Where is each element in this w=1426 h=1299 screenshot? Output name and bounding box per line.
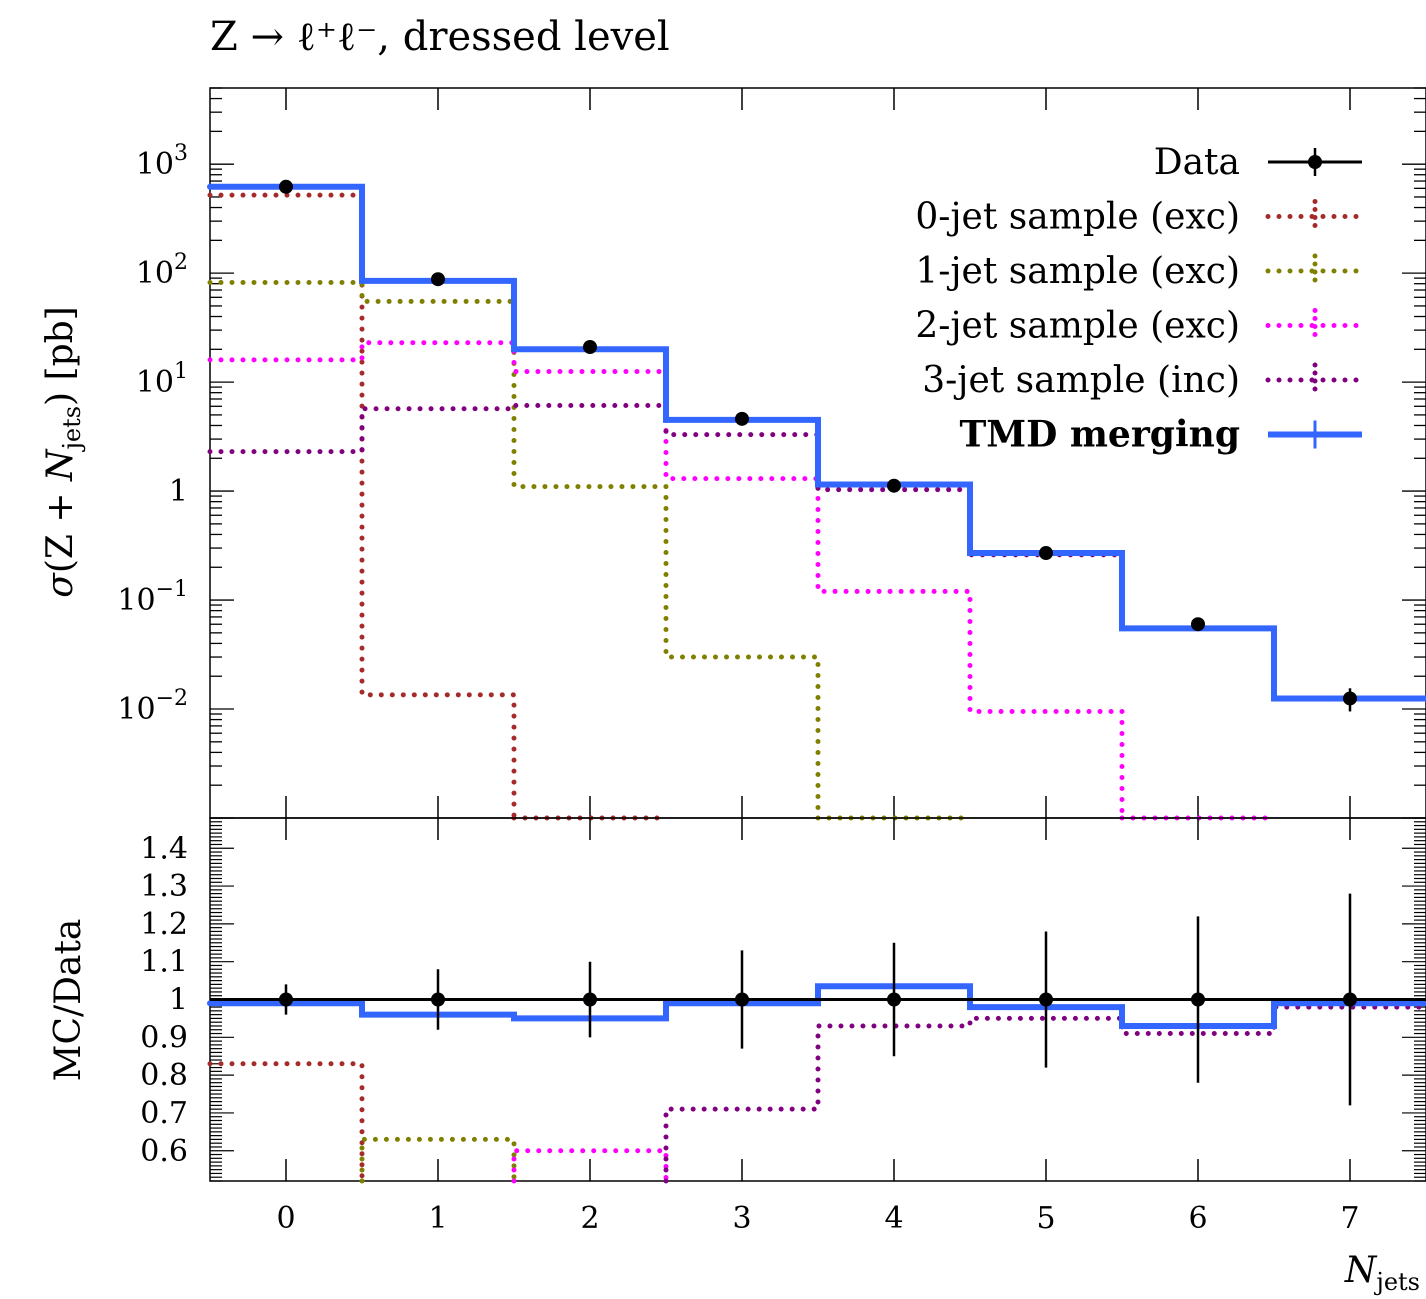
main-series-tmd-merging bbox=[207, 183, 1426, 702]
legend-label: 0-jet sample (exc) bbox=[915, 197, 1240, 238]
ratio-y-tick-label: 0.7 bbox=[140, 1096, 188, 1131]
ratio-y-tick-label: 0.9 bbox=[140, 1020, 188, 1055]
ratio-data-point bbox=[431, 992, 445, 1007]
x-tick-label: 5 bbox=[1036, 1201, 1055, 1236]
ratio-series-1-jet-sample-exc- bbox=[359, 1136, 517, 1184]
main-data-point bbox=[1039, 546, 1053, 561]
main-data-point bbox=[887, 478, 901, 493]
ratio-series-tmd-merging bbox=[207, 983, 1426, 1029]
main-data-point bbox=[431, 272, 445, 287]
main-y-tick-label: 101 bbox=[136, 359, 188, 400]
main-y-tick-label: 1 bbox=[169, 474, 188, 509]
main-data-point bbox=[279, 179, 293, 194]
main-y-tick-label: 10−1 bbox=[117, 577, 188, 618]
main-series-0-jet-sample-exc- bbox=[207, 192, 669, 821]
ratio-y-axis-label: MC/Data bbox=[48, 919, 89, 1082]
ratio-data-point bbox=[1191, 992, 1205, 1007]
legend-label: 2-jet sample (exc) bbox=[915, 306, 1240, 347]
main-data-point bbox=[1343, 691, 1357, 706]
ratio-y-tick-label: 1.2 bbox=[140, 907, 188, 942]
legend-label: 1-jet sample (exc) bbox=[915, 251, 1240, 292]
main-y-tick-label: 102 bbox=[136, 250, 188, 291]
x-tick-label: 1 bbox=[428, 1201, 447, 1236]
ratio-y-tick-label: 1.4 bbox=[140, 831, 188, 866]
x-tick-label: 2 bbox=[580, 1201, 599, 1236]
legend-label: 3-jet sample (inc) bbox=[922, 360, 1240, 401]
ratio-series-2-jet-sample-exc- bbox=[511, 1148, 669, 1184]
ratio-y-tick-label: 1.3 bbox=[140, 869, 188, 904]
main-data-point bbox=[735, 411, 749, 426]
chart-title: Z → ℓ⁺ℓ⁻, dressed level bbox=[210, 14, 670, 60]
ratio-data-point bbox=[887, 992, 901, 1007]
x-tick-label: 0 bbox=[276, 1201, 295, 1236]
x-tick-label: 3 bbox=[732, 1201, 751, 1236]
main-data-point bbox=[1191, 617, 1205, 632]
x-tick-label: 7 bbox=[1340, 1201, 1359, 1236]
ratio-series-0-jet-sample-exc- bbox=[207, 1061, 365, 1184]
ratio-plot-panel: 1.41.31.21.110.90.80.70.6 bbox=[140, 817, 1426, 1184]
legend: Data 0-jet sample (exc) 1-jet sample (exc)… bbox=[915, 142, 1365, 456]
legend-label: TMD merging bbox=[959, 414, 1240, 456]
main-data-point bbox=[583, 339, 597, 354]
legend-label: Data bbox=[1154, 142, 1240, 183]
main-y-tick-label: 10−2 bbox=[117, 686, 188, 727]
main-series-1-jet-sample-exc- bbox=[207, 280, 973, 821]
ratio-y-tick-label: 0.8 bbox=[140, 1058, 188, 1093]
main-y-axis-label: σ(Z + Njets) [pb] bbox=[40, 306, 86, 597]
ratio-y-tick-label: 0.6 bbox=[140, 1134, 188, 1169]
ratio-data-point bbox=[735, 992, 749, 1007]
ratio-y-tick-label: 1 bbox=[169, 983, 188, 1018]
x-axis-label: Njets bbox=[1344, 1250, 1420, 1296]
ratio-data-point bbox=[583, 992, 597, 1007]
legend-swatch-marker bbox=[1308, 155, 1322, 169]
ratio-data-point bbox=[1343, 992, 1357, 1007]
x-tick-label: 6 bbox=[1188, 1201, 1207, 1236]
ratio-data-point bbox=[279, 992, 293, 1007]
main-y-tick-label: 103 bbox=[136, 141, 188, 182]
ratio-data-point bbox=[1039, 992, 1053, 1007]
x-tick-label: 4 bbox=[884, 1201, 903, 1236]
ratio-y-tick-label: 1.1 bbox=[140, 945, 188, 980]
